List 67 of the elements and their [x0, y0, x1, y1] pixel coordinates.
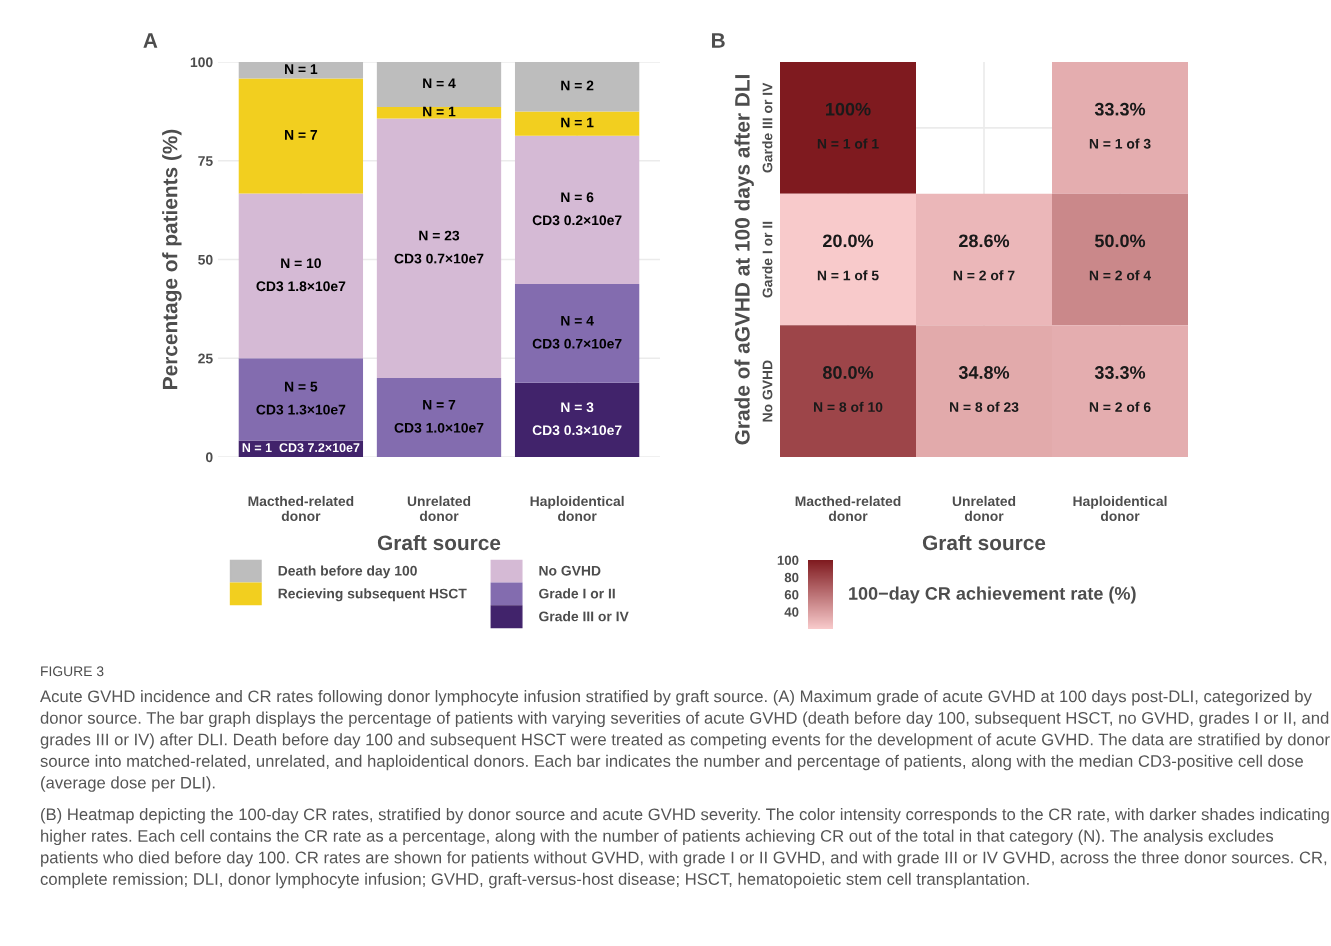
bar — [376, 378, 502, 457]
bar — [514, 62, 640, 112]
x-tick-label: Macthed-related donor — [795, 495, 901, 522]
annotation: N = 1 — [561, 117, 594, 128]
text: 33.3% N = 1 of 3 — [1089, 102, 1151, 149]
text: Acute GVHD incidence and CR rates following donor lymphocyte infusion stratified by graft source. (A) Maximum grade of acute GVHD at 100 days post-DLI, categorized by donor source. The bar graph displays the percentage of patients with varying severities of acute GVHD (death before day 100, subsequent HSCT, no GVHD, grades I or II, and grades III or IV) after DLI. Death before day 100 and subsequent HSCT were treated as competing events for the development of acute GVHD. The data are stratified by donor source into matched-related, unrelated, and haploidentical donors. Each bar indicates the number and percentage of patients, along with the median CD3-positive cell dose (average dose per DLI). — [40, 690, 1330, 792]
y-axis-title: Percentage of patients (%) — [162, 129, 182, 389]
bar — [376, 62, 502, 108]
y-tick-label: 0 — [205, 452, 213, 463]
data-label: N = 6 CD3 0.2×10e7 — [532, 192, 622, 226]
bar — [238, 78, 364, 194]
text: 33.3% N = 2 of 6 — [1089, 366, 1151, 413]
y-tick-label: No GVHD — [762, 360, 773, 422]
data-label: N = 3 CD3 0.3×10e7 — [532, 402, 622, 436]
text: 100% N = 1 of 1 — [817, 102, 879, 149]
legend-label: Recieving subsequent HSCT — [278, 588, 467, 602]
text: 20.0% N = 1 of 5 — [817, 234, 879, 281]
bar — [238, 193, 364, 359]
y-axis-title: Grade of aGVHD at 100 days after DLI — [734, 75, 754, 445]
data-label: N = 5 CD3 1.3×10e7 — [256, 381, 346, 415]
text: 28.6% N = 2 of 7 — [953, 234, 1015, 281]
text: 50.0% N = 2 of 4 — [1089, 234, 1151, 281]
chart-title: A — [143, 33, 158, 48]
bar — [376, 118, 502, 378]
legend-label: No GVHD — [539, 565, 601, 576]
y-tick-label: 50 — [198, 254, 213, 265]
y-tick-label: Garde I or II — [762, 221, 773, 298]
chart-title: B — [712, 33, 725, 48]
legend-label: Grade III or IV — [539, 611, 629, 622]
annotation: N = 2 — [561, 80, 594, 91]
bar — [238, 62, 364, 79]
bar — [514, 135, 640, 284]
x-tick-label: Haploidentical donor — [530, 495, 624, 522]
annotation: N = 1 — [423, 106, 456, 117]
bar — [514, 283, 640, 383]
x-tick-label: Unrelated donor — [952, 495, 1016, 522]
text: (B) Heatmap depicting the 100-day CR rates, stratified by donor source and acute GVHD severity. The color intensity corresponds to the CR rate, with darker shades indicating higher rates. Each cell contains the CR rate as a percentage, along with the number of patients achieving CR out of the total in that category (N). The analysis excludes patients who died before day 100. CR rates are shown for patients without GVHD, with grade I or II GVHD, and with grade III or IV GVHD, across the three donor sources. CR, complete remission; DLI, donor lymphocyte infusion; GVHD, graft-versus-host disease; HSCT, hematopoietic stem cell transplantation. — [40, 808, 1329, 889]
legend-label: Grade I or II — [539, 588, 615, 599]
caption: FIGURE 3 — [41, 666, 104, 677]
bar — [514, 382, 640, 457]
color-bar-label: 100 — [777, 555, 799, 565]
y-tick-label: 75 — [198, 156, 213, 166]
x-tick-label: Unrelated donor — [407, 495, 471, 522]
data-label: N = 1 CD3 7.2×10e7 — [242, 443, 360, 453]
legend-label: Death before day 100 — [278, 565, 417, 579]
annotation: N = 4 — [423, 78, 456, 89]
bar — [238, 358, 364, 441]
data-label: N = 23 CD3 0.7×10e7 — [394, 230, 484, 264]
color-bar-label: 40 — [784, 607, 799, 617]
annotation: N = 7 — [285, 130, 318, 140]
annotation: N = 1 — [285, 64, 318, 74]
data-label: N = 10 CD3 1.8×10e7 — [256, 258, 346, 292]
color-bar-title: 100−day CR achievement rate (%) — [849, 586, 1136, 604]
data-label: N = 4 CD3 0.7×10e7 — [532, 315, 622, 349]
bar — [514, 111, 640, 136]
x-axis-title: Graft source — [377, 534, 501, 551]
y-tick-label: 25 — [198, 353, 213, 364]
y-tick-label: 100 — [190, 57, 213, 68]
x-tick-label: Haploidentical donor — [1073, 495, 1167, 522]
x-axis-title: Graft source — [922, 534, 1046, 551]
y-tick-label: Garde III or IV — [762, 82, 773, 173]
text: 34.8% N = 8 of 23 — [950, 366, 1019, 413]
color-bar-label: 60 — [784, 590, 799, 600]
x-tick-label: Macthed-related donor — [248, 495, 354, 522]
data-label: N = 7 CD3 1.0×10e7 — [394, 400, 484, 433]
color-bar-label: 80 — [784, 572, 799, 583]
text: 80.0% N = 8 of 10 — [814, 366, 883, 413]
